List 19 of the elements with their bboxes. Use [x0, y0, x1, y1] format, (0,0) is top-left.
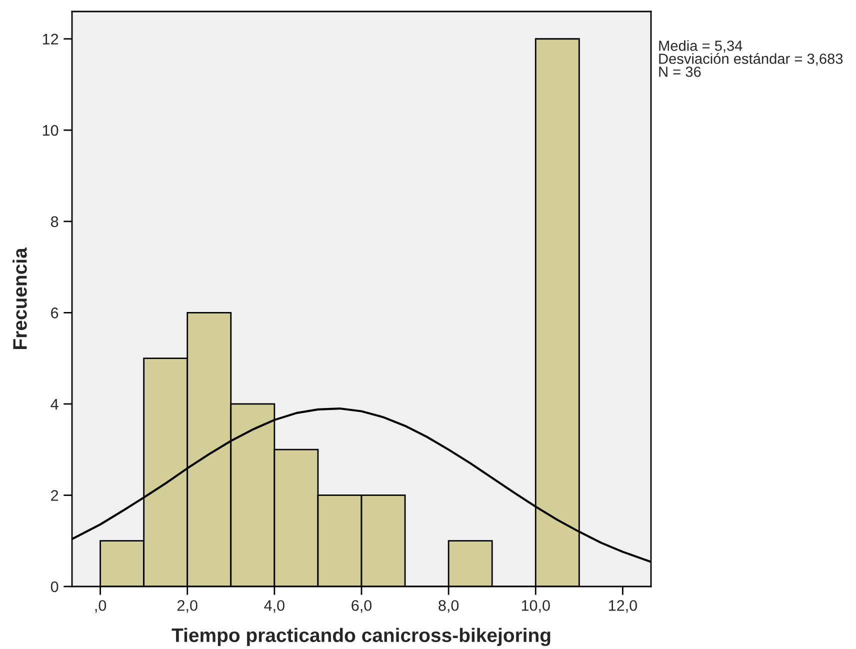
- x-tick-label: 6,0: [352, 600, 372, 613]
- y-tick-label: 8: [50, 216, 58, 228]
- x-tick-label: 12,0: [609, 600, 637, 613]
- text: Media = 5,34: [659, 40, 742, 53]
- text: Desviación estándar = 3,683: [659, 53, 843, 66]
- x-tick-label: 2,0: [178, 600, 198, 613]
- y-tick-label: 4: [50, 398, 58, 410]
- x-tick-label: 4,0: [264, 600, 284, 613]
- y-tick-label: 0: [50, 581, 58, 592]
- x-tick-label: 8,0: [438, 600, 459, 613]
- x-tick-label: ,0: [95, 600, 106, 613]
- y-tick-label: 6: [51, 308, 58, 318]
- x-axis-title: Tiempo practicando canicross-bikejoring: [172, 628, 550, 646]
- y-tick-label: 12: [42, 34, 58, 44]
- y-tick-label: 10: [42, 125, 58, 136]
- text: N = 36: [659, 66, 701, 77]
- y-tick-label: 2: [51, 490, 58, 501]
- x-tick-label: 10,0: [522, 600, 550, 613]
- y-axis-title: Frecuencia: [12, 248, 27, 350]
